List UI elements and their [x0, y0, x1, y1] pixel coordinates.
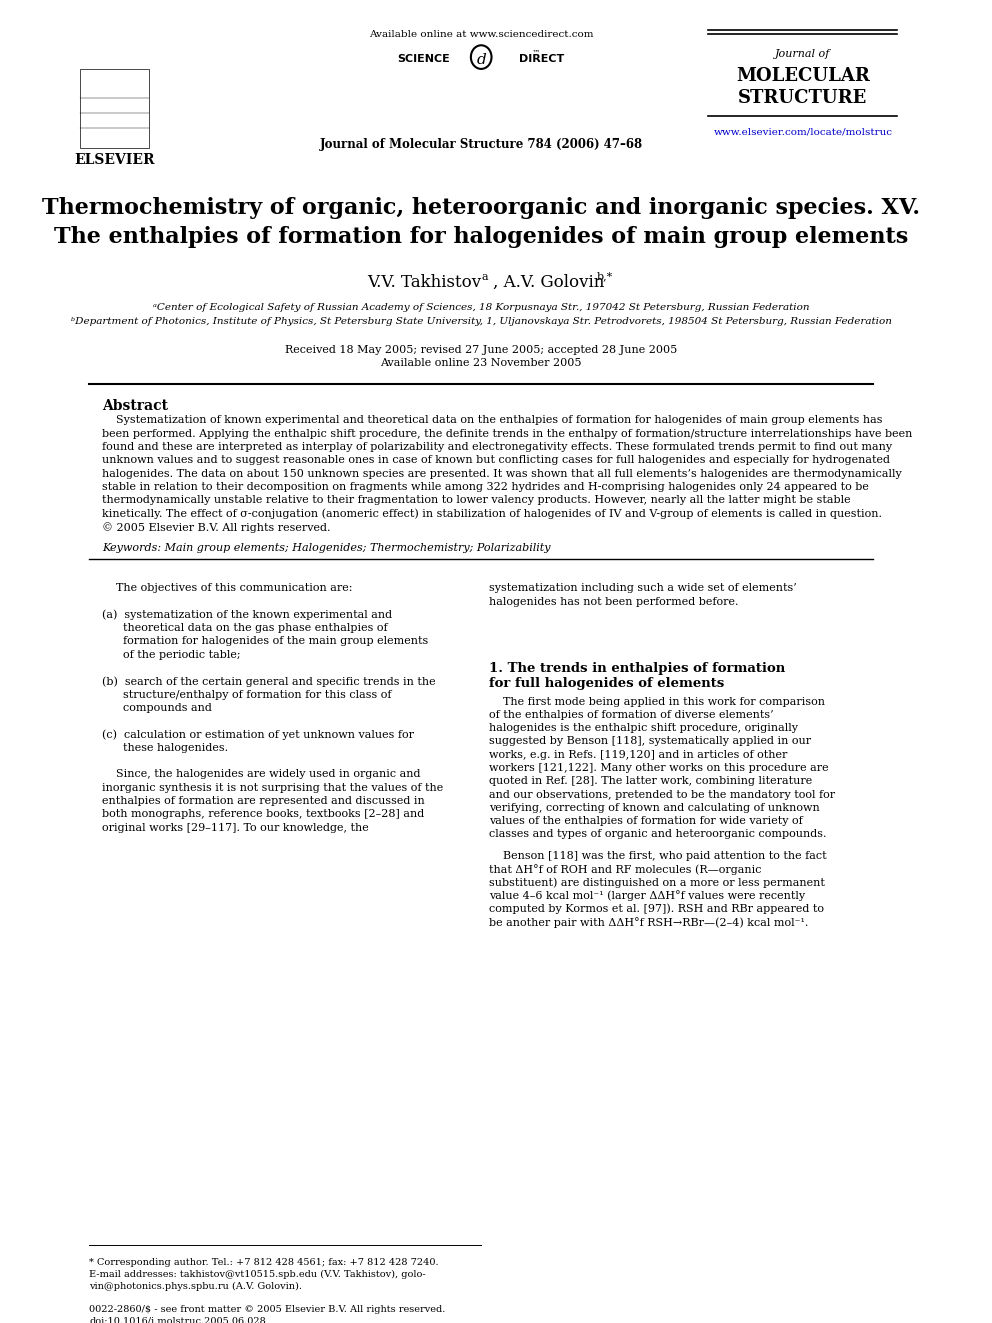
- Text: 1. The trends in enthalpies of formation: 1. The trends in enthalpies of formation: [489, 662, 786, 675]
- Text: ᵃCenter of Ecological Safety of Russian Academy of Sciences, 18 Korpusnaya Str.,: ᵃCenter of Ecological Safety of Russian …: [153, 303, 809, 312]
- Text: b,*: b,*: [596, 271, 613, 282]
- Text: ELSEVIER: ELSEVIER: [74, 152, 155, 167]
- Text: ™: ™: [532, 49, 541, 58]
- Text: values of the enthalpies of formation for wide variety of: values of the enthalpies of formation fo…: [489, 816, 803, 826]
- Text: Abstract: Abstract: [102, 398, 168, 413]
- Text: of the enthalpies of formation of diverse elements’: of the enthalpies of formation of divers…: [489, 710, 774, 720]
- Text: ᵇDepartment of Photonics, Institute of Physics, St Petersburg State University, : ᵇDepartment of Photonics, Institute of P…: [70, 318, 892, 325]
- Text: found and these are interpreted as interplay of polarizability and electronegati: found and these are interpreted as inter…: [102, 442, 892, 452]
- Text: been performed. Applying the enthalpic shift procedure, the definite trends in t: been performed. Applying the enthalpic s…: [102, 429, 913, 439]
- Text: © 2005 Elsevier B.V. All rights reserved.: © 2005 Elsevier B.V. All rights reserved…: [102, 521, 330, 533]
- Text: Available online 23 November 2005: Available online 23 November 2005: [381, 359, 582, 368]
- Text: classes and types of organic and heteroorganic compounds.: classes and types of organic and heteroo…: [489, 830, 826, 839]
- Text: structure/enthalpy of formation for this class of: structure/enthalpy of formation for this…: [102, 689, 392, 700]
- Text: , A.V. Golovin: , A.V. Golovin: [493, 274, 604, 291]
- Text: of the periodic table;: of the periodic table;: [102, 650, 240, 660]
- Text: 0022-2860/$ - see front matter © 2005 Elsevier B.V. All rights reserved.: 0022-2860/$ - see front matter © 2005 El…: [89, 1306, 445, 1315]
- Text: V.V. Takhistov: V.V. Takhistov: [367, 274, 481, 291]
- Text: enthalpies of formation are represented and discussed in: enthalpies of formation are represented …: [102, 796, 425, 806]
- Text: Journal of Molecular Structure 784 (2006) 47–68: Journal of Molecular Structure 784 (2006…: [319, 138, 643, 151]
- Text: (c)  calculation or estimation of yet unknown values for: (c) calculation or estimation of yet unk…: [102, 729, 414, 740]
- Text: Thermochemistry of organic, heteroorganic and inorganic species. XV.: Thermochemistry of organic, heteroorgani…: [43, 197, 921, 218]
- Text: computed by Kormos et al. [97]). RSH and RBr appeared to: computed by Kormos et al. [97]). RSH and…: [489, 904, 824, 914]
- Text: that ΔH°f of ROH and RF molecules (R—organic: that ΔH°f of ROH and RF molecules (R—org…: [489, 864, 762, 875]
- Text: original works [29–117]. To our knowledge, the: original works [29–117]. To our knowledg…: [102, 823, 369, 832]
- Text: halogenides has not been performed before.: halogenides has not been performed befor…: [489, 597, 738, 606]
- Text: The objectives of this communication are:: The objectives of this communication are…: [102, 583, 352, 593]
- Text: be another pair with ΔΔH°f RSH→RBr—(2–4) kcal mol⁻¹.: be another pair with ΔΔH°f RSH→RBr—(2–4)…: [489, 917, 808, 927]
- Text: suggested by Benson [118], systematically applied in our: suggested by Benson [118], systematicall…: [489, 737, 811, 746]
- Text: substituent) are distinguished on a more or less permanent: substituent) are distinguished on a more…: [489, 877, 824, 888]
- Text: these halogenides.: these halogenides.: [102, 742, 228, 753]
- Text: STRUCTURE: STRUCTURE: [738, 89, 867, 107]
- Text: (b)  search of the certain general and specific trends in the: (b) search of the certain general and sp…: [102, 676, 435, 687]
- Text: inorganic synthesis it is not surprising that the values of the: inorganic synthesis it is not surprising…: [102, 783, 443, 792]
- Text: workers [121,122]. Many other works on this procedure are: workers [121,122]. Many other works on t…: [489, 763, 828, 773]
- Text: thermodynamically unstable relative to their fragmentation to lower valency prod: thermodynamically unstable relative to t…: [102, 495, 850, 505]
- Text: doi:10.1016/j.molstruc.2005.06.028: doi:10.1016/j.molstruc.2005.06.028: [89, 1318, 266, 1323]
- Text: SCIENCE: SCIENCE: [398, 54, 450, 64]
- Text: compounds and: compounds and: [102, 703, 211, 713]
- Text: halogenides is the enthalpic shift procedure, originally: halogenides is the enthalpic shift proce…: [489, 724, 798, 733]
- Text: (a)  systematization of the known experimental and: (a) systematization of the known experim…: [102, 610, 392, 620]
- Text: formation for halogenides of the main group elements: formation for halogenides of the main gr…: [102, 636, 429, 647]
- Text: and our observations, pretended to be the mandatory tool for: and our observations, pretended to be th…: [489, 790, 835, 799]
- Text: stable in relation to their decomposition on fragments while among 322 hydrides : stable in relation to their decompositio…: [102, 482, 869, 492]
- Text: works, e.g. in Refs. [119,120] and in articles of other: works, e.g. in Refs. [119,120] and in ar…: [489, 750, 788, 759]
- Text: theoretical data on the gas phase enthalpies of: theoretical data on the gas phase enthal…: [102, 623, 388, 634]
- Text: Keywords: Main group elements; Halogenides; Thermochemistry; Polarizability: Keywords: Main group elements; Halogenid…: [102, 542, 551, 553]
- Text: quoted in Ref. [28]. The latter work, combining literature: quoted in Ref. [28]. The latter work, co…: [489, 777, 812, 786]
- Text: The first mode being applied in this work for comparison: The first mode being applied in this wor…: [489, 696, 825, 706]
- Text: E-mail addresses: takhistov@vt10515.spb.edu (V.V. Takhistov), golo-: E-mail addresses: takhistov@vt10515.spb.…: [89, 1270, 426, 1279]
- Bar: [80, 69, 149, 148]
- Text: d: d: [476, 53, 486, 67]
- Text: www.elsevier.com/locate/molstruc: www.elsevier.com/locate/molstruc: [713, 128, 893, 138]
- Text: halogenides. The data on about 150 unknown species are presented. It was shown t: halogenides. The data on about 150 unkno…: [102, 468, 902, 479]
- Text: Available online at www.sciencedirect.com: Available online at www.sciencedirect.co…: [369, 29, 593, 38]
- Text: Systematization of known experimental and theoretical data on the enthalpies of : Systematization of known experimental an…: [102, 415, 883, 426]
- Text: systematization including such a wide set of elements’: systematization including such a wide se…: [489, 583, 797, 593]
- Text: DIRECT: DIRECT: [519, 54, 564, 64]
- Text: MOLECULAR: MOLECULAR: [736, 67, 870, 85]
- Text: Journal of: Journal of: [775, 49, 830, 60]
- Text: Benson [118] was the first, who paid attention to the fact: Benson [118] was the first, who paid att…: [489, 851, 826, 860]
- Text: a: a: [481, 271, 488, 282]
- Text: vin@photonics.phys.spbu.ru (A.V. Golovin).: vin@photonics.phys.spbu.ru (A.V. Golovin…: [89, 1282, 302, 1291]
- Text: * Corresponding author. Tel.: +7 812 428 4561; fax: +7 812 428 7240.: * Corresponding author. Tel.: +7 812 428…: [89, 1258, 438, 1267]
- Text: unknown values and to suggest reasonable ones in case of known but conflicting c: unknown values and to suggest reasonable…: [102, 455, 890, 466]
- Text: value 4–6 kcal mol⁻¹ (larger ΔΔH°f values were recently: value 4–6 kcal mol⁻¹ (larger ΔΔH°f value…: [489, 890, 806, 901]
- Text: kinetically. The effect of σ-conjugation (anomeric effect) in stabilization of h: kinetically. The effect of σ-conjugation…: [102, 508, 882, 519]
- Text: The enthalpies of formation for halogenides of main group elements: The enthalpies of formation for halogeni…: [55, 226, 909, 249]
- Text: both monographs, reference books, textbooks [2–28] and: both monographs, reference books, textbo…: [102, 810, 425, 819]
- Text: verifying, correcting of known and calculating of unknown: verifying, correcting of known and calcu…: [489, 803, 819, 812]
- Text: for full halogenides of elements: for full halogenides of elements: [489, 677, 724, 689]
- Text: Since, the halogenides are widely used in organic and: Since, the halogenides are widely used i…: [102, 770, 421, 779]
- Text: Received 18 May 2005; revised 27 June 2005; accepted 28 June 2005: Received 18 May 2005; revised 27 June 20…: [285, 344, 678, 355]
